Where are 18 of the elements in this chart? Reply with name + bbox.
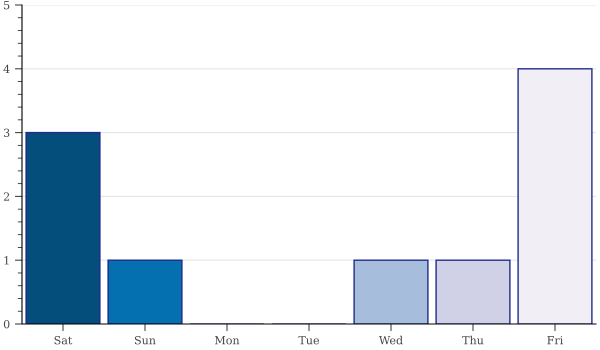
bar: [107, 260, 183, 324]
y-tick-label: 5: [4, 1, 10, 10]
x-tick-label: Tue: [298, 336, 320, 344]
x-tick-label: Sat: [54, 336, 72, 344]
bar: [517, 68, 593, 324]
y-tick-label: 4: [3, 64, 10, 74]
y-tick-label: 0: [4, 320, 10, 328]
x-tick-label: Fri: [547, 336, 564, 344]
y-tick-label: 1: [4, 256, 9, 264]
bar: [25, 132, 101, 324]
y-tick-label: 3: [4, 128, 10, 137]
bar: [353, 260, 429, 324]
x-tick-label: Mon: [214, 336, 240, 344]
x-tick-label: Thu: [462, 336, 484, 344]
bar: [435, 260, 511, 324]
x-tick-label: Sun: [134, 336, 156, 344]
y-tick-label: 2: [4, 192, 10, 201]
x-tick-label: Wed: [378, 336, 403, 344]
